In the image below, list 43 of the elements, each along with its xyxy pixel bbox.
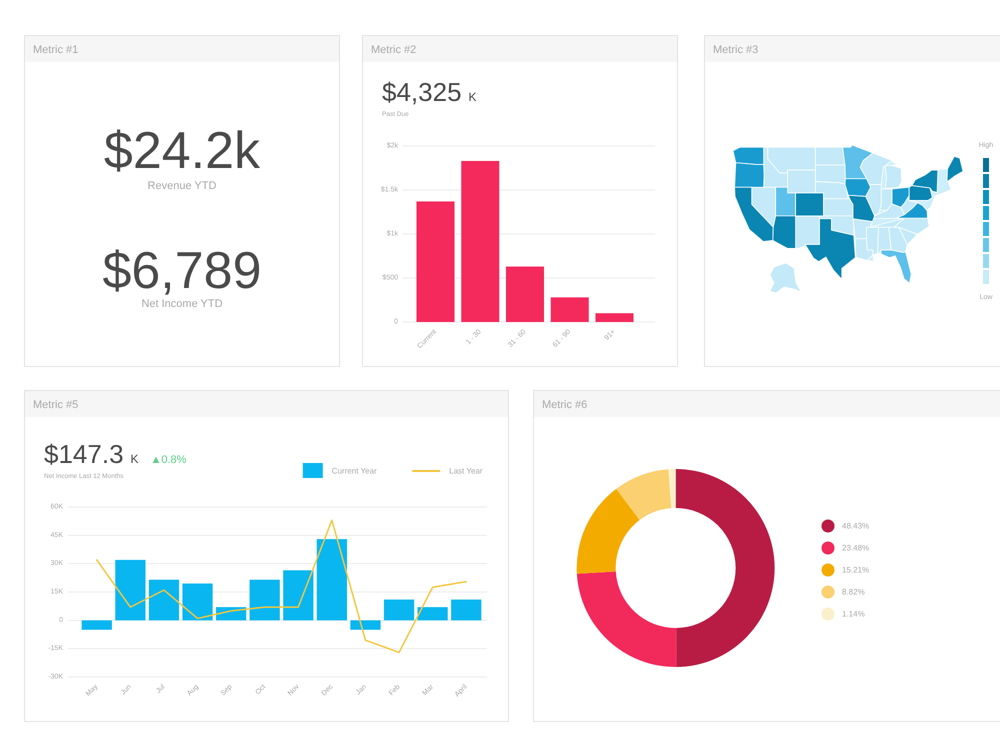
text: $147.3	[44, 439, 124, 469]
text: $6,789	[102, 242, 262, 300]
legend-label: 48.43%	[842, 522, 870, 530]
donut-slice	[576, 488, 640, 574]
legend-label: Last Year	[449, 466, 483, 476]
legend-label: 15.21%	[842, 566, 870, 574]
bar	[316, 539, 347, 620]
bar	[148, 580, 180, 620]
legend-label: 23.48%	[842, 544, 870, 552]
text: Metric #1	[33, 44, 78, 56]
text: Revenue YTD	[148, 180, 216, 192]
bar	[384, 600, 414, 620]
text: Metric #3	[713, 44, 758, 56]
legend-label: 8.82%	[842, 588, 865, 596]
text: K	[468, 90, 477, 104]
chart-title: Metric #2	[371, 44, 416, 56]
bar	[182, 584, 213, 620]
bar	[461, 160, 500, 322]
chart-title: Metric #6	[542, 399, 588, 411]
bar	[506, 266, 544, 322]
donut-slice	[616, 469, 672, 520]
donut-slice	[576, 571, 676, 667]
text: Net Income YTD	[141, 298, 223, 310]
text: $4,325	[382, 77, 462, 107]
donut-slice	[676, 469, 774, 667]
bar	[550, 297, 589, 322]
bar	[416, 201, 455, 322]
bar	[350, 620, 381, 630]
bar	[451, 600, 482, 620]
bar	[250, 580, 280, 620]
text: $24.2k	[104, 122, 262, 180]
legend-label: 1.14%	[842, 610, 865, 618]
bar	[82, 620, 112, 630]
line-series	[96, 519, 467, 654]
bar	[595, 313, 634, 322]
bar	[283, 570, 314, 620]
donut-slice	[668, 469, 676, 508]
bar	[115, 560, 146, 620]
text: K	[130, 452, 139, 466]
chart-title: Metric #5	[33, 399, 78, 411]
legend-label: Current Year	[332, 466, 378, 476]
text: ▲0.8%	[150, 454, 187, 466]
bar	[418, 607, 448, 620]
